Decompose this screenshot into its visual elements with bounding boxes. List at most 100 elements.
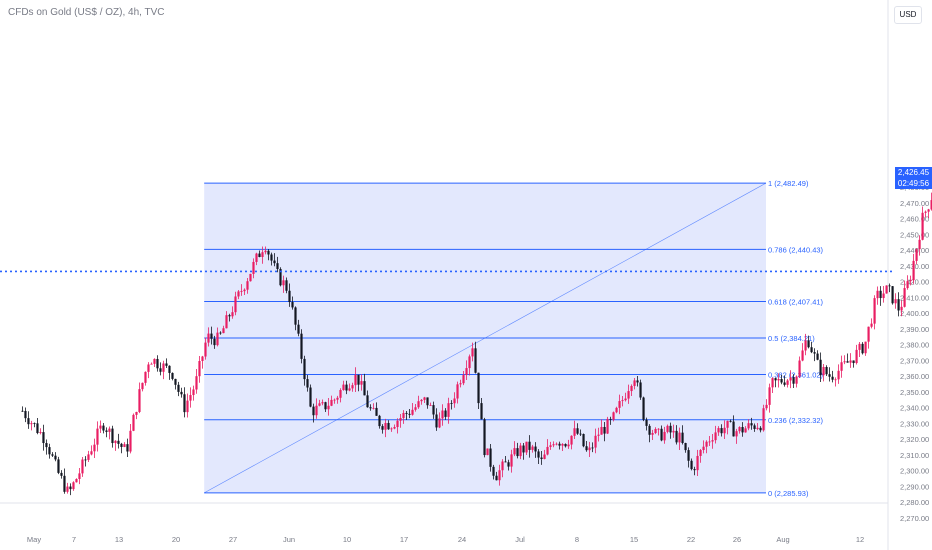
- candle-body: [390, 428, 393, 430]
- candle-body: [138, 389, 141, 412]
- candle-body: [831, 376, 834, 380]
- candle-body: [624, 398, 627, 401]
- candle-body: [261, 252, 264, 258]
- candle-body: [150, 363, 153, 365]
- candle-body: [219, 332, 222, 334]
- candle-body: [378, 415, 381, 427]
- fib-level-label-1: 0.786 (2,440.43): [768, 245, 824, 254]
- candle-body: [387, 422, 390, 430]
- candle-body: [747, 423, 750, 429]
- candle-body: [711, 440, 714, 442]
- price-tick-label-11: 2,380.00: [900, 341, 929, 350]
- candle-body: [792, 377, 795, 384]
- candle-body: [258, 253, 261, 258]
- candle-body: [222, 328, 225, 334]
- candle-body: [903, 288, 906, 307]
- candle-body: [621, 400, 624, 402]
- fib-level-label-0: 1 (2,482.49): [768, 179, 809, 188]
- candle-body: [531, 446, 534, 450]
- candle-body: [42, 432, 45, 444]
- candle-body: [462, 375, 465, 384]
- price-tick-label-12: 2,390.00: [900, 325, 929, 334]
- candle-body: [777, 379, 780, 381]
- price-tick-label-8: 2,350.00: [900, 388, 929, 397]
- candle-body: [360, 381, 363, 385]
- candle-body: [612, 412, 615, 420]
- candle-body: [429, 405, 432, 406]
- candle-body: [426, 397, 429, 406]
- price-tick-label-4: 2,310.00: [900, 451, 929, 460]
- candle-body: [393, 427, 396, 429]
- currency-button[interactable]: USD: [894, 6, 922, 24]
- candle-body: [630, 385, 633, 392]
- candle-body: [582, 434, 585, 447]
- candle-body: [336, 397, 339, 400]
- candle-body: [663, 431, 666, 441]
- candle-body: [306, 379, 309, 388]
- candle-body: [873, 298, 876, 324]
- candle-body: [519, 445, 522, 457]
- candle-body: [84, 459, 87, 461]
- candle-body: [549, 445, 552, 447]
- candle-body: [687, 450, 690, 461]
- candle-body: [93, 444, 96, 452]
- candle-body: [702, 446, 705, 451]
- candle-body: [420, 399, 423, 402]
- candle-body: [648, 425, 651, 435]
- candle-body: [555, 443, 558, 445]
- symbol-title: CFDs on Gold (US$ / OZ), 4h, TVC: [8, 7, 165, 18]
- candle-body: [891, 286, 894, 304]
- candle-body: [915, 249, 918, 261]
- candle-body: [651, 433, 654, 435]
- candle-body: [489, 448, 492, 467]
- candle-body: [246, 281, 249, 290]
- candle-body: [87, 454, 90, 460]
- candle-body: [609, 418, 612, 420]
- candle-body: [435, 414, 438, 428]
- candle-body: [450, 403, 453, 404]
- time-tick-label-7: 17: [400, 535, 408, 544]
- candle-body: [513, 448, 516, 455]
- candle-body: [693, 469, 696, 471]
- candle-body: [561, 443, 564, 446]
- candle-body: [840, 362, 843, 371]
- candle-body: [846, 361, 849, 363]
- candle-body: [66, 486, 69, 492]
- candle-body: [540, 457, 543, 459]
- candle-body: [282, 280, 285, 286]
- candle-body: [678, 432, 681, 443]
- price-tick-label-20: 2,470.00: [900, 199, 929, 208]
- candle-body: [279, 268, 282, 286]
- candle-body: [888, 285, 891, 287]
- candle-body: [63, 475, 66, 492]
- time-tick-label-2: 13: [115, 535, 123, 544]
- price-tick-label-7: 2,340.00: [900, 404, 929, 413]
- candle-body: [780, 379, 783, 383]
- candle-body: [642, 397, 645, 420]
- candle-body: [477, 372, 480, 404]
- candle-body: [108, 428, 111, 432]
- time-tick-label-0: May: [27, 535, 41, 544]
- candle-body: [36, 423, 39, 434]
- candle-body: [543, 454, 546, 459]
- candle-body: [813, 352, 816, 354]
- candle-body: [852, 360, 855, 364]
- candle-body: [354, 374, 357, 386]
- candle-body: [180, 391, 183, 395]
- candle-body: [444, 410, 447, 417]
- candle-body: [528, 441, 531, 450]
- candle-body: [33, 423, 36, 424]
- time-tick-label-3: 20: [172, 535, 180, 544]
- candle-body: [225, 315, 228, 329]
- candle-body: [744, 428, 747, 433]
- candle-body: [495, 475, 498, 481]
- candle-body: [900, 306, 903, 311]
- time-tick-label-10: 8: [575, 535, 579, 544]
- candle-body: [741, 427, 744, 433]
- candle-body: [537, 451, 540, 458]
- candle-body: [600, 426, 603, 435]
- candle-body: [207, 333, 210, 343]
- candle-body: [615, 407, 618, 413]
- candle-body: [129, 430, 132, 452]
